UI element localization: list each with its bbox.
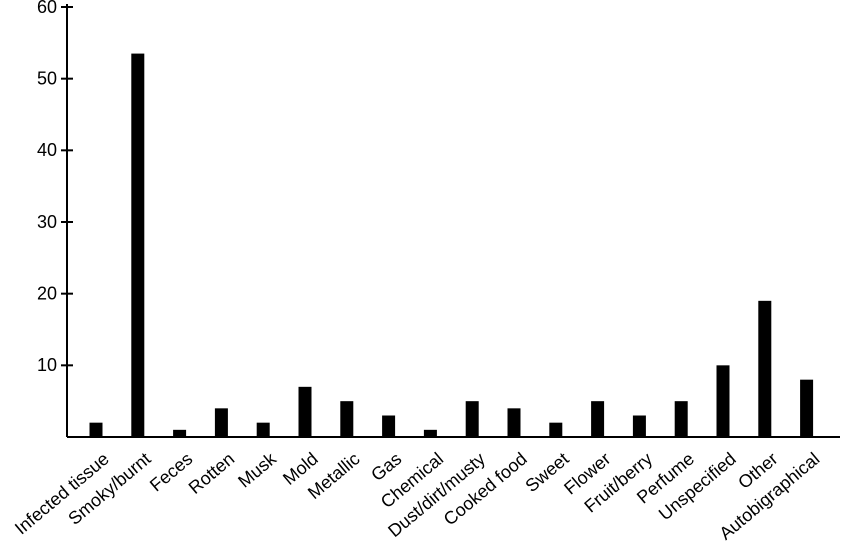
bar — [131, 53, 145, 437]
bar — [382, 415, 396, 437]
bar — [89, 422, 103, 437]
y-tick-label: 10 — [37, 355, 57, 375]
bar — [340, 401, 354, 437]
bar — [632, 415, 646, 437]
bar — [758, 300, 772, 437]
bar — [173, 429, 187, 437]
bar — [716, 365, 730, 437]
y-tick-label: 40 — [37, 140, 57, 160]
y-tick-label: 50 — [37, 68, 57, 88]
y-tick-label: 20 — [37, 283, 57, 303]
bar — [256, 422, 270, 437]
bar — [674, 401, 688, 437]
y-tick-label: 30 — [37, 212, 57, 232]
x-tick-label: Musk — [234, 448, 281, 492]
bar — [298, 386, 312, 437]
bar — [800, 379, 814, 437]
bar — [214, 408, 228, 437]
x-tick-label: Rotten — [185, 449, 238, 498]
bar — [591, 401, 605, 437]
bar — [423, 429, 437, 437]
y-tick-label: 60 — [37, 0, 57, 17]
bar — [465, 401, 479, 437]
bar — [549, 422, 563, 437]
bar — [507, 408, 521, 437]
